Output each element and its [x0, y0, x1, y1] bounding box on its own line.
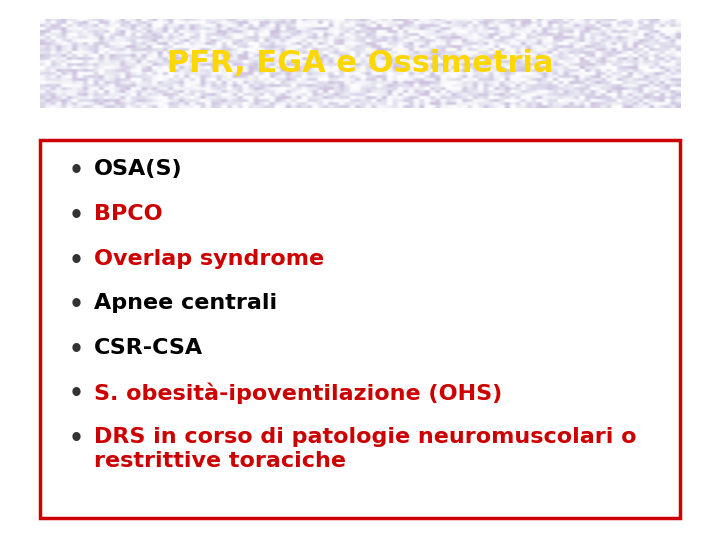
Text: •: • — [68, 382, 84, 406]
Text: Overlap syndrome: Overlap syndrome — [94, 248, 324, 268]
Text: •: • — [68, 293, 84, 317]
Text: S. obesità-ipoventilazione (OHS): S. obesità-ipoventilazione (OHS) — [94, 382, 503, 404]
Text: •: • — [68, 338, 84, 362]
Text: •: • — [68, 248, 84, 273]
Text: OSA(S): OSA(S) — [94, 159, 183, 179]
Text: •: • — [68, 427, 84, 451]
Text: PFR, EGA e Ossimetria: PFR, EGA e Ossimetria — [167, 49, 553, 78]
Text: •: • — [68, 204, 84, 228]
FancyBboxPatch shape — [40, 140, 680, 518]
Text: Apnee centrali: Apnee centrali — [94, 293, 277, 313]
Text: CSR-CSA: CSR-CSA — [94, 338, 203, 357]
Text: BPCO: BPCO — [94, 204, 163, 224]
Text: •: • — [68, 159, 84, 183]
Text: DRS in corso di patologie neuromuscolari o
restrittive toraciche: DRS in corso di patologie neuromuscolari… — [94, 427, 636, 471]
